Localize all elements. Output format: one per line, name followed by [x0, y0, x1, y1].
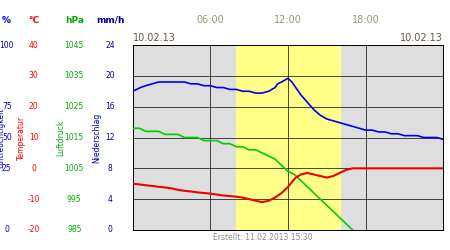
Text: hPa: hPa: [65, 16, 84, 25]
Text: 985: 985: [67, 226, 81, 234]
Text: 20: 20: [29, 102, 39, 111]
Text: mm/h: mm/h: [96, 16, 125, 25]
Text: 16: 16: [105, 102, 115, 111]
Text: °C: °C: [28, 16, 39, 25]
Text: 10: 10: [29, 133, 39, 142]
Text: 24: 24: [105, 40, 115, 50]
Text: 995: 995: [67, 195, 81, 204]
Text: -20: -20: [27, 226, 40, 234]
Text: 1035: 1035: [64, 71, 84, 80]
Text: Niederschlag: Niederschlag: [92, 112, 101, 163]
Text: 10.02.13: 10.02.13: [400, 33, 443, 43]
Text: 100: 100: [0, 40, 14, 50]
Text: 1045: 1045: [64, 40, 84, 50]
Text: 30: 30: [29, 71, 39, 80]
Text: 0: 0: [108, 226, 112, 234]
Text: Temperatur: Temperatur: [17, 116, 26, 160]
Text: 8: 8: [108, 164, 112, 173]
Text: 75: 75: [2, 102, 12, 111]
Text: -10: -10: [27, 195, 40, 204]
Text: 10.02.13: 10.02.13: [133, 33, 176, 43]
Text: 20: 20: [105, 71, 115, 80]
Text: 4: 4: [108, 195, 112, 204]
Text: 40: 40: [29, 40, 39, 50]
Bar: [236, 45, 340, 230]
Text: 12: 12: [105, 133, 115, 142]
Text: Luftfeuchtigkeit: Luftfeuchtigkeit: [0, 107, 5, 168]
Text: Luftdruck: Luftdruck: [56, 119, 65, 156]
Text: 18:00: 18:00: [352, 15, 379, 25]
Text: 50: 50: [2, 133, 12, 142]
Text: 1005: 1005: [64, 164, 84, 173]
Text: Erstellt: 11.02.2013 15:30: Erstellt: 11.02.2013 15:30: [213, 232, 313, 241]
Text: 0: 0: [4, 226, 9, 234]
Text: 0: 0: [32, 164, 36, 173]
Text: 12:00: 12:00: [274, 15, 302, 25]
Text: 25: 25: [2, 164, 12, 173]
Text: 1015: 1015: [65, 133, 84, 142]
Text: %: %: [2, 16, 11, 25]
Text: 1025: 1025: [65, 102, 84, 111]
Text: 06:00: 06:00: [197, 15, 224, 25]
